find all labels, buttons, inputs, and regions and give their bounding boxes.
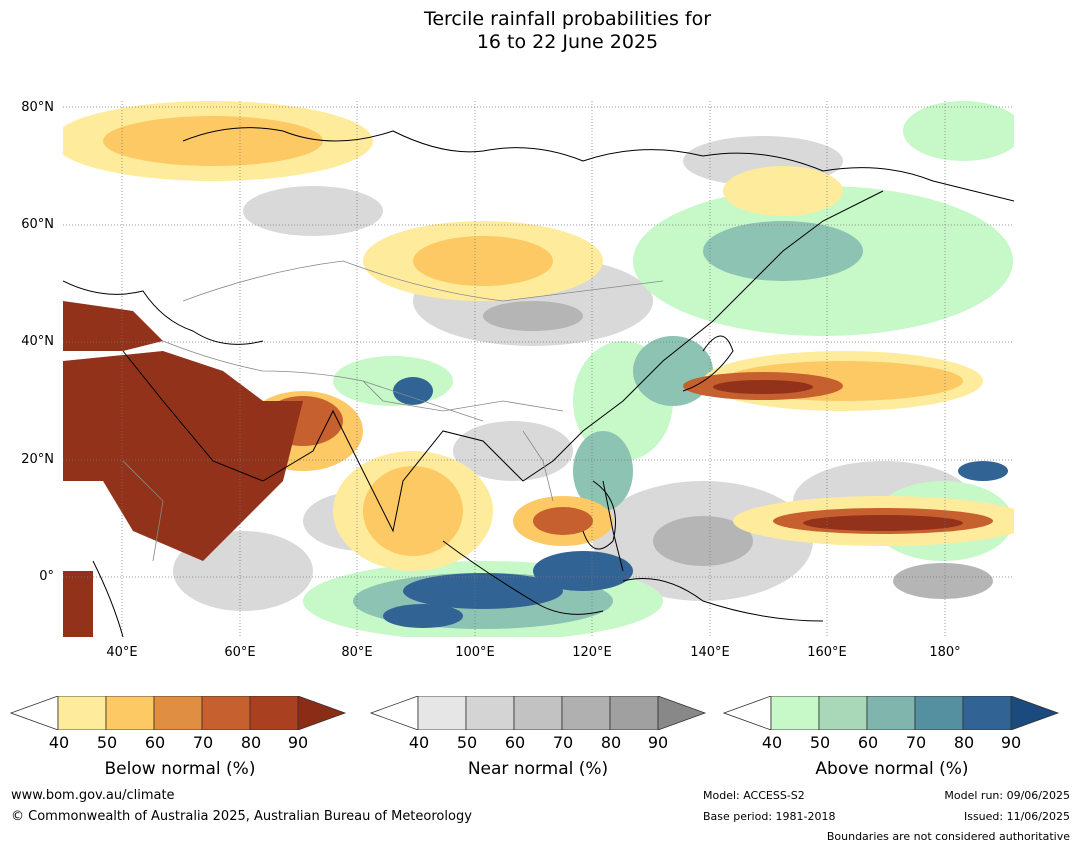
above-normal-strong: [383, 377, 1008, 628]
coastlines: [63, 127, 1014, 637]
above-tick-40: 40: [761, 733, 783, 752]
near-normal-colorbar: [370, 696, 707, 730]
above-cbar-box-4: [914, 696, 964, 730]
near-tick-40: 40: [408, 733, 430, 752]
lat-label-60n: 60°N: [21, 217, 54, 232]
below-tick-60: 60: [144, 733, 166, 752]
near-tick-50: 50: [456, 733, 478, 752]
lat-label-0: 0°: [39, 569, 54, 584]
above-cbar-high-triangle: [1010, 696, 1060, 730]
above-tick-50: 50: [809, 733, 831, 752]
below-cbar-box-4: [201, 696, 251, 730]
above-cbar-box-1: [770, 696, 820, 730]
below-cbar-box-3: [153, 696, 203, 730]
above-cbar-box-2: [818, 696, 868, 730]
map-title: Tercile rainfall probabilities for 16 to…: [0, 8, 1081, 54]
below-tick-70: 70: [192, 733, 214, 752]
lat-label-40n: 40°N: [21, 334, 54, 349]
below-tick-80: 80: [240, 733, 262, 752]
near-cbar-box-5: [609, 696, 659, 730]
base-period-text: Base period: 1981-2018: [703, 810, 836, 823]
graticule: [63, 101, 1014, 637]
above-normal-label: Above normal (%): [815, 759, 969, 779]
near-normal-label: Near normal (%): [467, 759, 609, 779]
above-cbar-low-triangle: [723, 696, 772, 730]
above-tick-90: 90: [1000, 733, 1022, 752]
below-cbar-low-triangle: [10, 696, 59, 730]
borders: [122, 260, 664, 562]
below-normal-colorbar: [10, 696, 347, 730]
title-line-1: Tercile rainfall probabilities for: [423, 8, 712, 30]
lon-label-80e: 80°E: [341, 645, 373, 660]
rainfall-map: [63, 101, 1014, 637]
below-cbar-high-triangle: [297, 696, 347, 730]
near-cbar-box-3: [513, 696, 563, 730]
near-tick-90: 90: [647, 733, 669, 752]
above-normal-colorbar: [723, 696, 1060, 730]
lat-label-20n: 20°N: [21, 452, 54, 467]
near-tick-80: 80: [600, 733, 622, 752]
below-tick-90: 90: [287, 733, 309, 752]
near-cbar-high-triangle: [657, 696, 707, 730]
below-tick-40: 40: [48, 733, 70, 752]
lon-label-120e: 120°E: [572, 645, 612, 660]
near-cbar-box-1: [417, 696, 467, 730]
below-cbar-box-1: [57, 696, 107, 730]
above-tick-70: 70: [905, 733, 927, 752]
title-line-2: 16 to 22 June 2025: [476, 31, 659, 53]
above-cbar-box-3: [866, 696, 916, 730]
lon-label-100e: 100°E: [455, 645, 495, 660]
disclaimer-text: Boundaries are not considered authoritat…: [826, 830, 1070, 843]
lon-label-160e: 160°E: [807, 645, 847, 660]
below-cbar-box-2: [105, 696, 155, 730]
issued-text: Issued: 11/06/2025: [963, 810, 1070, 823]
above-tick-60: 60: [857, 733, 879, 752]
bom-website-link[interactable]: www.bom.gov.au/climate: [11, 788, 175, 803]
below-normal-label: Below normal (%): [104, 759, 256, 779]
near-cbar-box-4: [561, 696, 611, 730]
below-normal-extreme: [63, 301, 963, 637]
lon-label-60e: 60°E: [224, 645, 256, 660]
lat-label-80n: 80°N: [21, 100, 54, 115]
below-tick-50: 50: [96, 733, 118, 752]
near-cbar-low-triangle: [370, 696, 419, 730]
near-cbar-box-2: [465, 696, 515, 730]
lon-label-40e: 40°E: [106, 645, 138, 660]
above-tick-80: 80: [953, 733, 975, 752]
model-run-text: Model run: 09/06/2025: [944, 789, 1070, 802]
near-tick-70: 70: [552, 733, 574, 752]
below-cbar-box-5: [249, 696, 299, 730]
lon-label-180: 180°: [929, 645, 961, 660]
lon-label-140e: 140°E: [690, 645, 730, 660]
near-normal-strong: [483, 301, 993, 599]
above-cbar-box-5: [962, 696, 1012, 730]
copyright-text: © Commonwealth of Australia 2025, Austra…: [11, 809, 472, 824]
model-text: Model: ACCESS-S2: [703, 789, 805, 802]
near-tick-60: 60: [504, 733, 526, 752]
